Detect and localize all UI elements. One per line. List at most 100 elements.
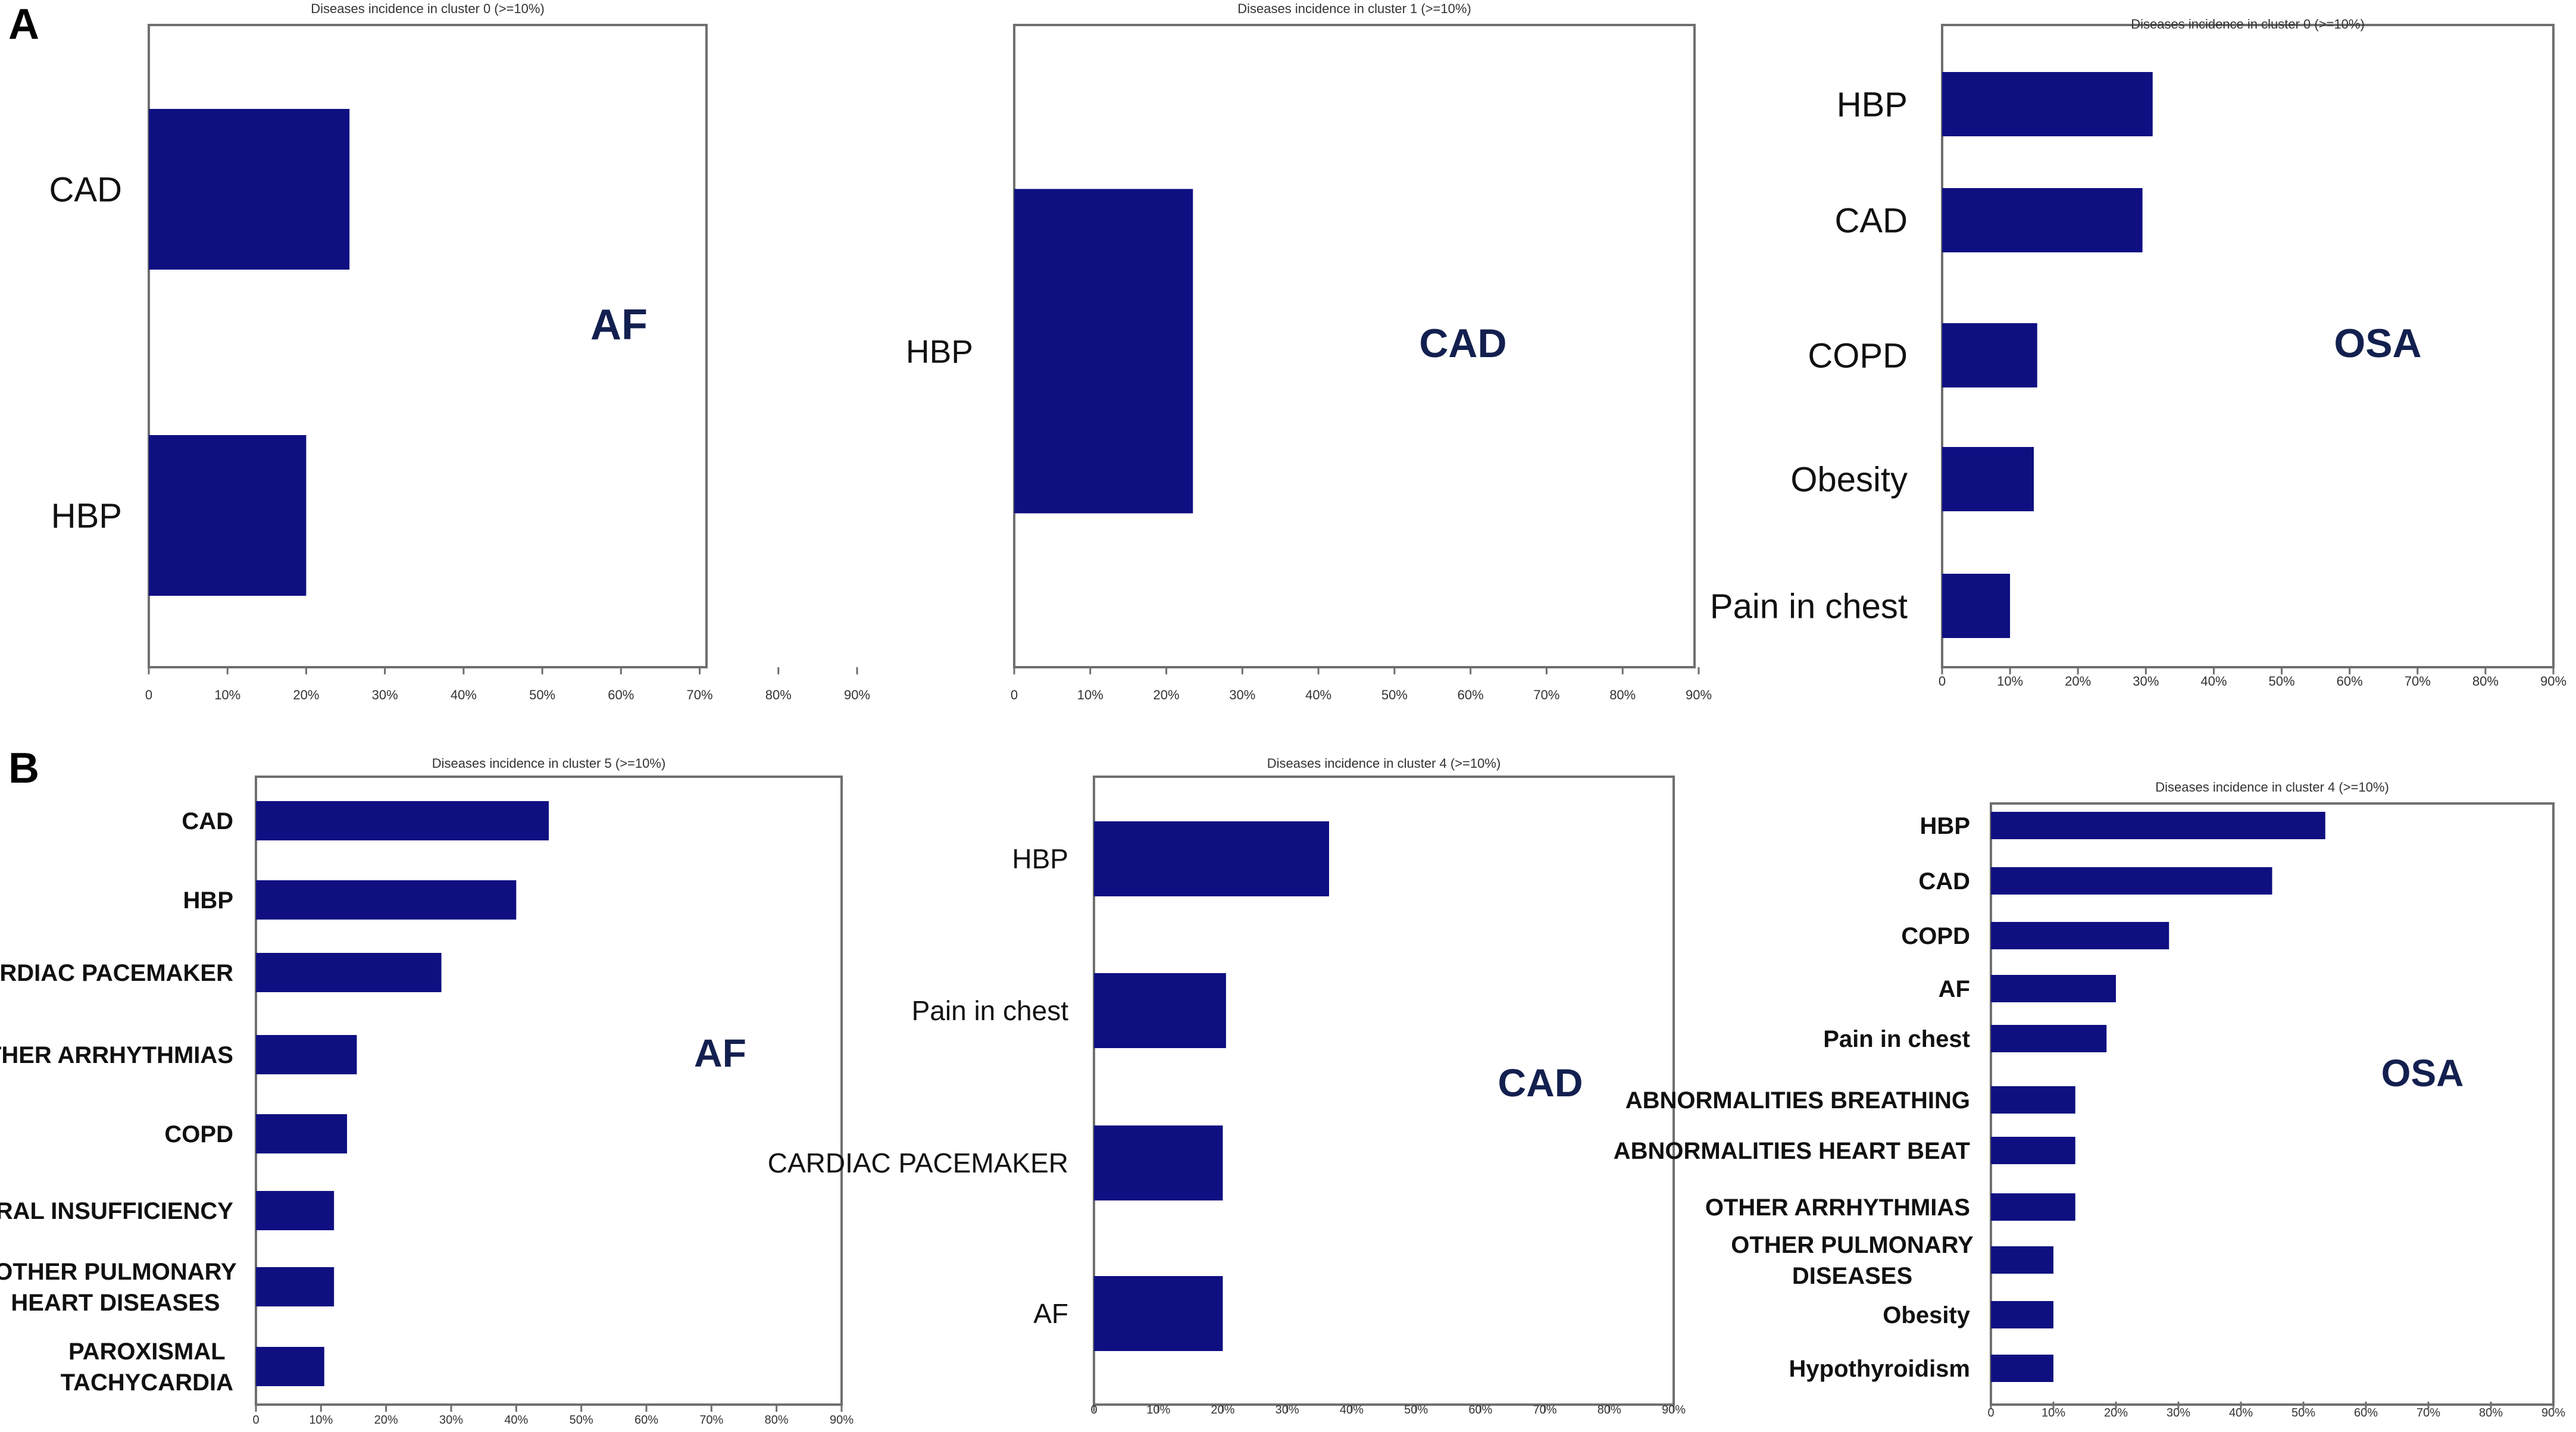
chart-title: Diseases incidence in cluster 0 (>=10%): [2131, 17, 2365, 32]
bar-cad: [1991, 867, 2272, 895]
category-label: AF: [1939, 976, 1970, 1002]
x-tick-label: 80%: [1598, 1403, 1621, 1417]
bar-abnormalities-heart-beat: [1991, 1137, 2075, 1164]
category-label: HBP: [183, 887, 233, 914]
bar-hbp: [256, 880, 517, 920]
x-tick-label: 70%: [2416, 1406, 2440, 1420]
x-tick-label: 0: [1011, 687, 1018, 702]
x-tick-label: 0: [1987, 1406, 1994, 1420]
bar-cad: [149, 109, 350, 270]
x-tick-label: 30%: [1229, 687, 1255, 702]
category-label: ABNORMALITIES HEART BEAT: [1614, 1138, 1970, 1164]
x-tick-label: 50%: [2291, 1406, 2315, 1420]
category-label: Pain in chest: [912, 995, 1069, 1026]
chart-4: Diseases incidence in cluster 4 (>=10%) 0…: [768, 756, 1686, 1417]
category-label: Pain in chest: [1710, 587, 1908, 626]
plot-frame: [255, 776, 843, 1406]
cluster-annotation: OSA: [2381, 1052, 2464, 1095]
chart-title: Diseases incidence in cluster 1 (>=10%): [1237, 1, 1471, 16]
x-tick-label: 10%: [1997, 674, 2023, 689]
cluster-annotation: CAD: [1419, 321, 1506, 366]
x-tick-label: 90%: [830, 1414, 854, 1427]
cluster-annotation: AF: [590, 301, 648, 349]
x-tick-label: 90%: [1686, 687, 1712, 702]
chart-title: Diseases incidence in cluster 0 (>=10%): [311, 1, 545, 16]
x-tick-label: 80%: [2479, 1406, 2503, 1420]
category-label: CARDIAC PACEMAKER: [0, 960, 233, 986]
chart-0: Diseases incidence in cluster 0 (>=10%) 0…: [49, 1, 870, 702]
x-tick-label: 90%: [1662, 1403, 1686, 1417]
x-tick-label: 40%: [1305, 687, 1331, 702]
category-label: CAD: [1835, 201, 1908, 240]
category-label: HBP: [1837, 85, 1908, 124]
bar-other-arrhythmias: [256, 1035, 357, 1074]
x-tick-label: 60%: [1468, 1403, 1492, 1417]
chart-title: Diseases incidence in cluster 4 (>=10%): [1267, 756, 1501, 771]
x-tick-label: 40%: [1340, 1403, 1364, 1417]
category-label: Pain in chest: [1823, 1026, 1970, 1052]
category-label: PAROXISMAL TACHYCARDIA: [61, 1339, 233, 1396]
category-label: COPD: [164, 1121, 233, 1148]
category-label: HBP: [1920, 813, 1970, 839]
x-tick-label: 20%: [1153, 687, 1180, 702]
bar-obesity: [1991, 1301, 2053, 1328]
x-tick-label: 30%: [2133, 674, 2159, 689]
chart-5: Diseases incidence in cluster 4 (>=10%) 0…: [1614, 780, 2565, 1420]
category-label: Obesity: [1790, 460, 1908, 499]
x-tick-label: 70%: [699, 1414, 723, 1427]
bar-af: [1094, 1276, 1223, 1351]
x-tick-label: 60%: [608, 687, 634, 702]
category-label: CAD: [1918, 868, 1970, 895]
bar-hbp: [1991, 812, 2325, 839]
bar-cardiac-pacemaker: [1094, 1125, 1223, 1200]
bar-abnormalities-breathing: [1991, 1086, 2075, 1114]
category-label: AF: [1033, 1298, 1068, 1329]
x-tick-label: 20%: [1211, 1403, 1234, 1417]
x-tick-label: 0: [252, 1414, 259, 1427]
x-tick-label: 40%: [2229, 1406, 2253, 1420]
x-tick-label: 70%: [1533, 1403, 1557, 1417]
x-tick-label: 20%: [293, 687, 319, 702]
x-tick-label: 10%: [1077, 687, 1103, 702]
bar-hbp: [149, 435, 307, 596]
bar-af: [1991, 975, 2116, 1002]
x-tick-label: 20%: [2104, 1406, 2128, 1420]
x-tick-label: 80%: [765, 1414, 789, 1427]
bar-hbp: [1014, 189, 1193, 514]
x-tick-label: 0: [1939, 674, 1946, 689]
x-tick-label: 70%: [687, 687, 713, 702]
x-tick-label: 50%: [570, 1414, 593, 1427]
bar-hypothyroidism: [1991, 1355, 2053, 1382]
chart-title: Diseases incidence in cluster 4 (>=10%): [2155, 780, 2389, 795]
bar-hbp: [1942, 72, 2153, 136]
category-label: OTHER ARRHYTHMIAS: [1705, 1195, 1970, 1221]
bar-pain-in-chest: [1942, 574, 2011, 638]
panel-letter-b: B: [8, 745, 39, 792]
x-tick-label: 90%: [2540, 674, 2566, 689]
bar-other-arrhythmias: [1991, 1193, 2075, 1221]
x-tick-label: 20%: [2065, 674, 2091, 689]
x-tick-label: 50%: [529, 687, 555, 702]
cluster-annotation: AF: [694, 1031, 746, 1075]
x-tick-label: 40%: [504, 1414, 528, 1427]
bar-paroxismal-tachycardia: [256, 1347, 324, 1386]
x-tick-label: 90%: [844, 687, 870, 702]
bar-pain-in-chest: [1094, 973, 1226, 1048]
chart-title: Diseases incidence in cluster 5 (>=10%): [432, 756, 666, 771]
bar-hbp: [1094, 821, 1330, 896]
chart-1: Diseases incidence in cluster 1 (>=10%) 0…: [906, 1, 1712, 702]
x-tick-label: 30%: [1276, 1403, 1299, 1417]
x-tick-label: 30%: [372, 687, 398, 702]
bar-cad: [1942, 188, 2143, 252]
bar-mitral-insufficiency: [256, 1191, 334, 1230]
x-tick-label: 50%: [1381, 687, 1408, 702]
x-tick-label: 30%: [439, 1414, 463, 1427]
bar-copd: [1991, 922, 2169, 949]
chart-3: Diseases incidence in cluster 5 (>=10%) 0…: [0, 756, 854, 1427]
x-tick-label: 60%: [634, 1414, 658, 1427]
x-tick-label: 40%: [451, 687, 477, 702]
category-label: CAD: [182, 808, 233, 834]
category-label: COPD: [1901, 923, 1970, 949]
x-tick-label: 70%: [2405, 674, 2431, 689]
x-tick-label: 10%: [309, 1414, 333, 1427]
